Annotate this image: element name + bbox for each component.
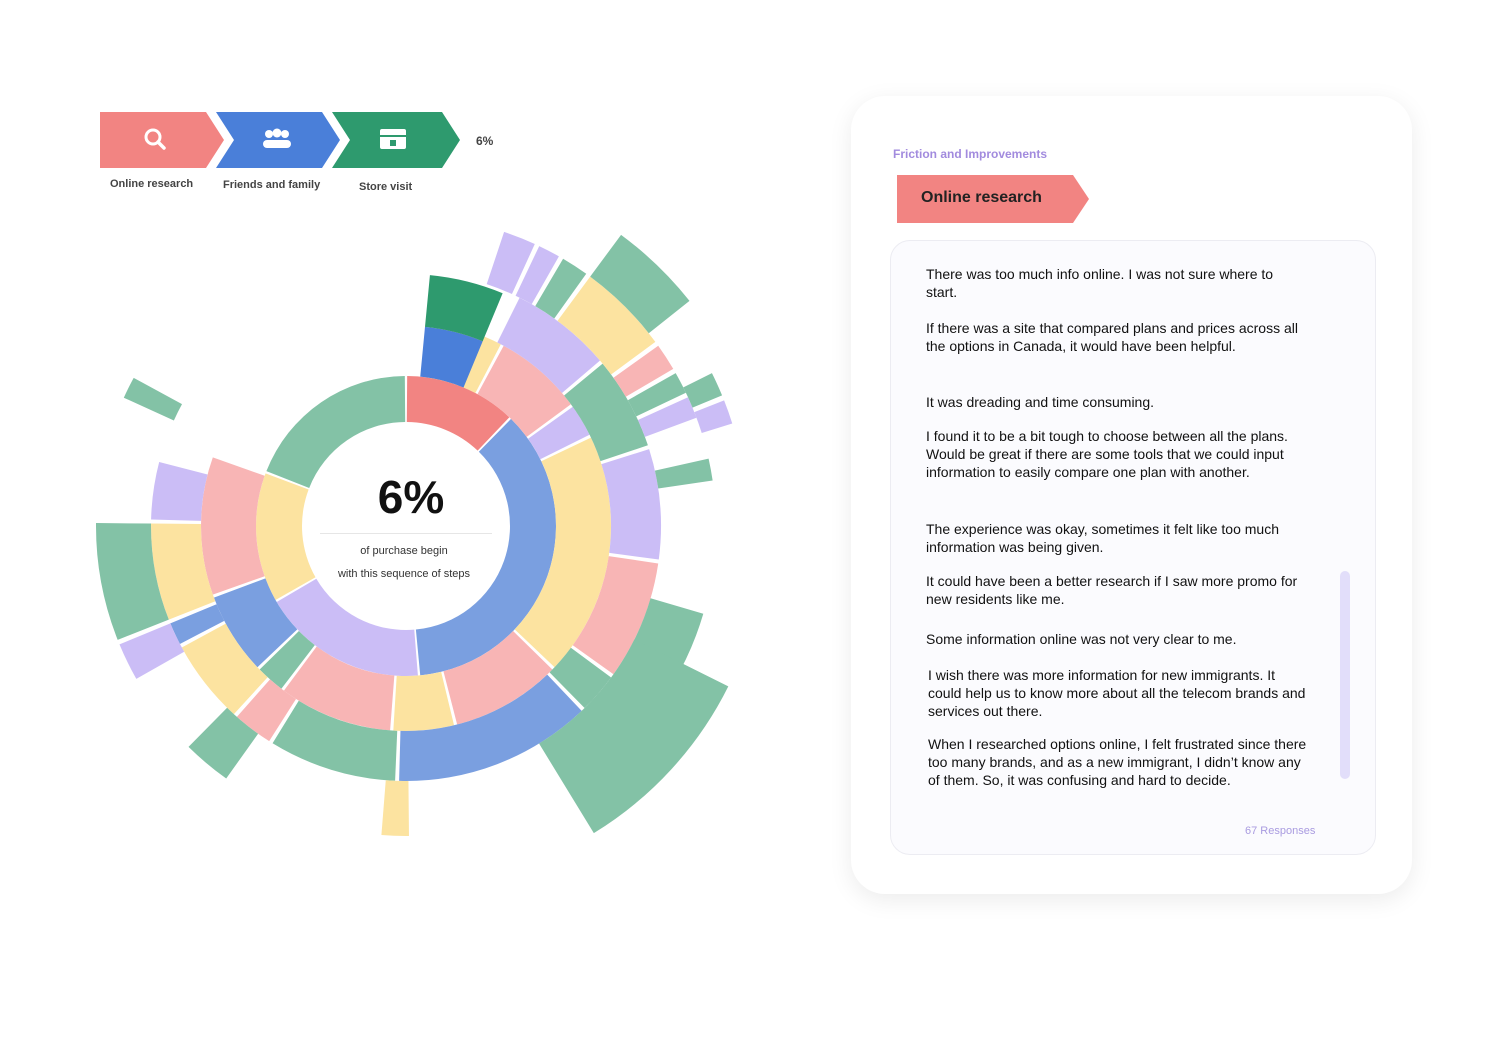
sunburst-segment[interactable] — [406, 376, 510, 451]
response-item: When I researched options online, I felt… — [928, 736, 1307, 788]
step-store-visit[interactable] — [332, 112, 462, 168]
sunburst-segment[interactable] — [181, 623, 268, 715]
sunburst-chart[interactable] — [0, 0, 800, 900]
sunburst-segment[interactable] — [266, 376, 406, 488]
step-arrow-shape — [100, 112, 224, 168]
sunburst-segment[interactable] — [424, 275, 503, 342]
center-divider — [320, 533, 492, 534]
sunburst-segment[interactable] — [256, 473, 316, 600]
response-item: If there was a site that compared plans … — [926, 320, 1298, 354]
response-item: I found it to be a bit tough to choose b… — [926, 428, 1288, 480]
sunburst-segment[interactable] — [514, 437, 611, 668]
stage-tag-shape — [897, 175, 1089, 223]
sunburst-segment[interactable] — [515, 246, 559, 305]
center-caption-line1: of purchase begin — [360, 545, 448, 557]
response-item: I wish there was more information for ne… — [928, 667, 1306, 719]
sequence-percent: 6% — [476, 134, 494, 148]
responses-list[interactable]: There was too much info online. I was no… — [890, 240, 1376, 855]
sunburst-segment[interactable] — [201, 457, 265, 595]
sunburst-segment[interactable] — [399, 674, 582, 781]
sunburst-segment[interactable] — [259, 631, 315, 689]
store-icon — [380, 129, 406, 149]
center-percent-value: 6% — [377, 471, 445, 523]
sunburst-segment[interactable] — [188, 707, 259, 779]
sunburst-segment[interactable] — [535, 258, 587, 319]
sunburst-segment[interactable] — [420, 326, 483, 388]
people-icon — [263, 128, 291, 148]
step-friends-family[interactable] — [216, 112, 346, 168]
sunburst-segment[interactable] — [601, 449, 662, 560]
sunburst-segment[interactable] — [528, 406, 590, 460]
step-label-friends-family: Friends and family — [223, 179, 321, 191]
response-item: It was dreading and time consuming. — [926, 394, 1155, 410]
sunburst-segment[interactable] — [170, 604, 225, 644]
sunburst-segment[interactable] — [654, 458, 713, 489]
panel-title: Friction and Improvements — [893, 147, 1048, 161]
sunburst-segment[interactable] — [96, 523, 169, 640]
sunburst-segment[interactable] — [539, 639, 729, 834]
sunburst-segment[interactable] — [486, 231, 535, 295]
sunburst-segment[interactable] — [627, 373, 686, 417]
sunburst-segment[interactable] — [683, 373, 723, 408]
sunburst-segment[interactable] — [236, 679, 297, 742]
stage-tag-label: Online research — [921, 189, 1042, 206]
sunburst-segment[interactable] — [415, 418, 557, 676]
sunburst-segment[interactable] — [497, 297, 601, 393]
sunburst-segment[interactable] — [613, 345, 674, 397]
sunburst-segment[interactable] — [151, 523, 216, 620]
sunburst-segment[interactable] — [549, 647, 612, 709]
sunburst-segment[interactable] — [119, 623, 185, 679]
search-icon — [144, 128, 166, 150]
sunburst-segment[interactable] — [123, 377, 183, 421]
stage-tag[interactable]: Online research — [897, 175, 1089, 223]
response-item: The experience was okay, sometimes it fe… — [926, 521, 1280, 555]
sunburst-segment[interactable] — [564, 363, 648, 462]
sunburst-segment[interactable] — [557, 276, 656, 375]
sunburst-segment[interactable] — [393, 671, 455, 731]
sunburst-segment[interactable] — [276, 578, 418, 677]
response-item: Some information online was not very cle… — [926, 631, 1237, 647]
response-count: 67 Responses — [1245, 825, 1316, 837]
response-item: It could have been a better research if … — [926, 573, 1298, 607]
response-item: There was too much info online. I was no… — [926, 266, 1274, 300]
sunburst-segment[interactable] — [272, 700, 398, 781]
sunburst-segment[interactable] — [381, 780, 409, 836]
sunburst-segment[interactable] — [151, 461, 208, 521]
step-online-research[interactable] — [100, 112, 230, 168]
center-caption-line2: with this sequence of steps — [337, 568, 471, 580]
sunburst-segment[interactable] — [572, 556, 659, 675]
friction-panel: Friction and Improvements Online researc… — [851, 96, 1412, 894]
sunburst-segment[interactable] — [590, 234, 690, 334]
sunburst-segment[interactable] — [283, 646, 395, 731]
sunburst-segment[interactable] — [694, 400, 733, 434]
sunburst-segment[interactable] — [213, 578, 298, 668]
sunburst-segment[interactable] — [637, 397, 697, 437]
step-label-online-research: Online research — [110, 178, 194, 190]
responses-scrollbar[interactable] — [1340, 571, 1350, 779]
sunburst-segment[interactable] — [477, 345, 571, 437]
sequence-breadcrumb: Online research Friends and family Store… — [100, 112, 520, 202]
sunburst-segment[interactable] — [443, 631, 553, 725]
step-label-store-visit: Store visit — [359, 181, 413, 193]
